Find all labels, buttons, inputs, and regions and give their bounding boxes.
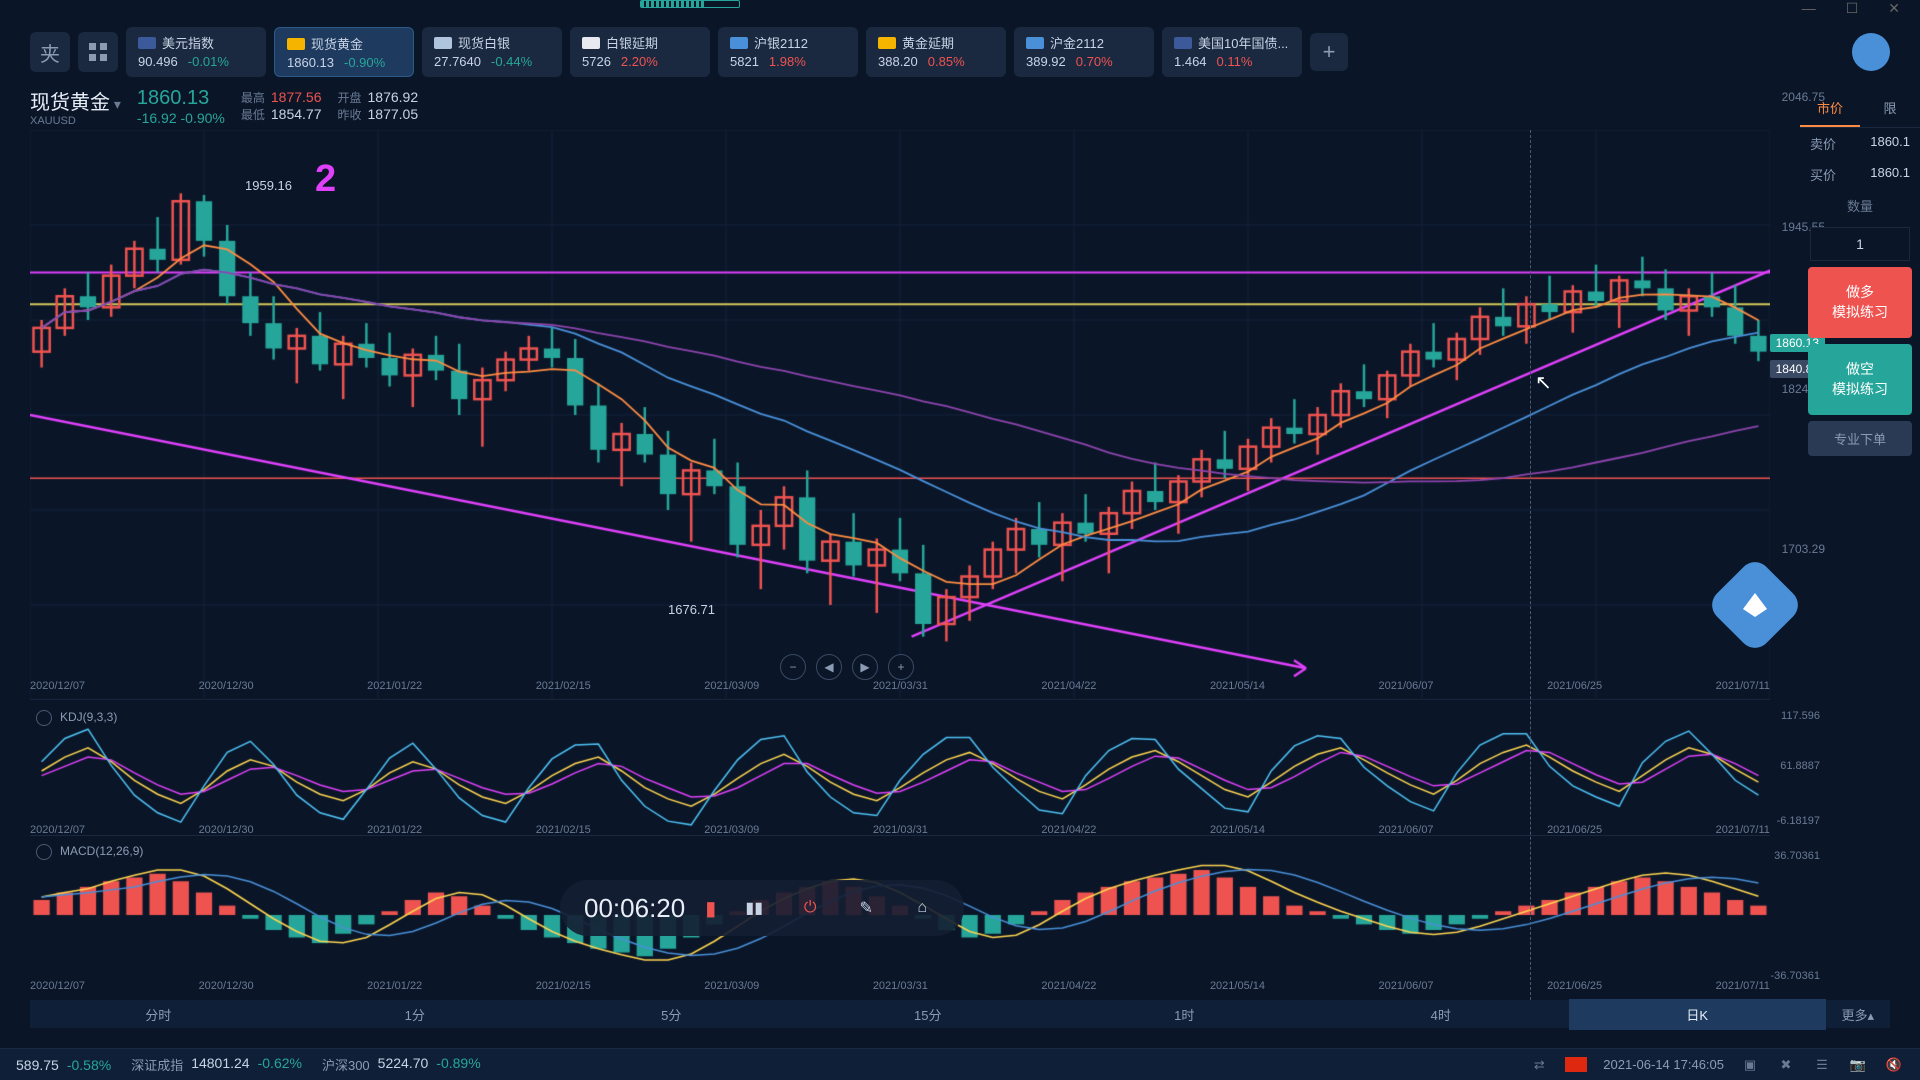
market-tab[interactable]: 市价 bbox=[1800, 90, 1860, 127]
instrument-tab-2[interactable]: 现货白银27.7640-0.44% bbox=[422, 27, 562, 77]
instrument-tab-6[interactable]: 沪金2112389.920.70% bbox=[1014, 27, 1154, 77]
high-value: 1877.56 bbox=[271, 89, 322, 105]
change-pct: -0.90% bbox=[181, 110, 225, 126]
change-abs: -16.92 bbox=[137, 110, 177, 126]
mouse-cursor: ↖ bbox=[1535, 370, 1552, 395]
time-axis-macd: 2020/12/072020/12/302021/01/222021/02/15… bbox=[30, 980, 1770, 1000]
timeframe-分时[interactable]: 分时 bbox=[30, 999, 287, 1030]
sound-icon[interactable]: 🔇 bbox=[1884, 1055, 1904, 1075]
recording-controls: 00:06:20 ▮ ▮▮ ⏻ ✎ ⌂ bbox=[560, 880, 964, 936]
symbol-code: XAUUSD bbox=[30, 115, 121, 127]
kdj-chart[interactable]: KDJ(9,3,3) bbox=[30, 706, 1770, 836]
timeframe-bar: 分时1分5分15分1时4时日K更多▴ bbox=[30, 1000, 1890, 1028]
crosshair-vertical bbox=[1530, 130, 1531, 1000]
instrument-tab-0[interactable]: 美元指数90.496-0.01% bbox=[126, 27, 266, 77]
trade-panel: 市价 限 卖价1860.1 买价1860.1 数量 1 做多模拟练习 做空模拟练… bbox=[1800, 90, 1920, 462]
timeframe-4时[interactable]: 4时 bbox=[1313, 999, 1570, 1030]
pro-order-button[interactable]: 专业下单 bbox=[1808, 421, 1912, 456]
bid-price: 1860.1 bbox=[1870, 165, 1910, 184]
step-fwd-btn[interactable]: ▶ bbox=[852, 654, 878, 680]
instrument-tab-7[interactable]: 美国10年国债...1.4640.11% bbox=[1162, 27, 1302, 77]
peak-label: 1959.16 bbox=[245, 178, 292, 193]
stop-icon[interactable]: ⏻ bbox=[792, 890, 828, 926]
flag-cn-icon bbox=[1565, 1057, 1587, 1072]
kdj-visibility-icon[interactable] bbox=[36, 710, 52, 726]
home-icon[interactable]: ⌂ bbox=[904, 890, 940, 926]
current-price: 1860.13 bbox=[137, 87, 225, 110]
instrument-tab-4[interactable]: 沪银211258211.98% bbox=[718, 27, 858, 77]
minimize-btn[interactable]: — bbox=[1802, 0, 1816, 20]
swap-icon[interactable]: ⇄ bbox=[1529, 1055, 1549, 1075]
time-axis-main: 2020/12/072020/12/302021/01/222021/02/15… bbox=[30, 680, 1770, 700]
user-avatar[interactable] bbox=[1852, 33, 1890, 71]
timeframe-5分[interactable]: 5分 bbox=[543, 999, 800, 1030]
pause-icon[interactable]: ▮▮ bbox=[736, 890, 772, 926]
instrument-tab-1[interactable]: 现货黄金1860.13-0.90% bbox=[274, 27, 414, 77]
sell-short-button[interactable]: 做空模拟练习 bbox=[1808, 344, 1912, 415]
camera-icon[interactable]: 📷 bbox=[1848, 1055, 1868, 1075]
prev-value: 1877.05 bbox=[368, 106, 419, 122]
ask-price: 1860.1 bbox=[1870, 134, 1910, 153]
instrument-tab-5[interactable]: 黄金延期388.200.85% bbox=[866, 27, 1006, 77]
datetime: 2021-06-14 17:46:05 bbox=[1603, 1057, 1724, 1072]
edit-icon[interactable]: ✎ bbox=[848, 890, 884, 926]
symbol-info-bar: 现货黄金 ▾ XAUUSD 1860.13 -16.92 -0.90% 最高18… bbox=[30, 86, 1420, 126]
macd-visibility-icon[interactable] bbox=[36, 844, 52, 860]
recording-time: 00:06:20 bbox=[584, 893, 685, 924]
battery-indicator bbox=[640, 0, 740, 8]
timeframe-更多▴[interactable]: 更多▴ bbox=[1826, 999, 1891, 1030]
instrument-tabs: 夹 美元指数90.496-0.01%现货黄金1860.13-0.90%现货白银2… bbox=[30, 28, 1890, 76]
step-back-btn[interactable]: ◀ bbox=[816, 654, 842, 680]
limit-tab[interactable]: 限 bbox=[1860, 90, 1920, 127]
quantity-input[interactable]: 1 bbox=[1810, 227, 1910, 261]
timeframe-15分[interactable]: 15分 bbox=[800, 999, 1057, 1030]
window-controls: — ☐ ✕ bbox=[1802, 0, 1920, 20]
list-icon[interactable]: ☰ bbox=[1812, 1055, 1832, 1075]
close-btn[interactable]: ✕ bbox=[1888, 0, 1900, 20]
main-chart[interactable] bbox=[30, 130, 1770, 700]
instrument-tab-3[interactable]: 白银延期57262.20% bbox=[570, 27, 710, 77]
maximize-btn[interactable]: ☐ bbox=[1846, 0, 1859, 20]
timeframe-1时[interactable]: 1时 bbox=[1056, 999, 1313, 1030]
kdj-label: KDJ(9,3,3) bbox=[60, 710, 117, 724]
status-bar: 589.75-0.58% 深证成指14801.24-0.62% 沪深300522… bbox=[0, 1048, 1920, 1080]
open-value: 1876.92 bbox=[368, 89, 419, 105]
symbol-name[interactable]: 现货黄金 bbox=[30, 92, 110, 114]
timeframe-1分[interactable]: 1分 bbox=[287, 999, 544, 1030]
grid-layout-icon[interactable] bbox=[78, 32, 118, 72]
buy-long-button[interactable]: 做多模拟练习 bbox=[1808, 267, 1912, 338]
annotation-2: 2 bbox=[315, 158, 336, 201]
zoom-in-btn[interactable]: + bbox=[888, 654, 914, 680]
bottom-label: 1676.71 bbox=[668, 602, 715, 617]
app-menu-icon[interactable]: 夹 bbox=[30, 32, 70, 72]
zoom-out-btn[interactable]: − bbox=[780, 654, 806, 680]
layout-icon[interactable]: ▣ bbox=[1740, 1055, 1760, 1075]
timeframe-日K[interactable]: 日K bbox=[1569, 999, 1826, 1030]
chart-playback-controls: − ◀ ▶ + bbox=[780, 654, 914, 680]
low-value: 1854.77 bbox=[271, 106, 322, 122]
disable-icon[interactable]: ✖ bbox=[1776, 1055, 1796, 1075]
add-tab-button[interactable]: + bbox=[1310, 33, 1348, 71]
macd-label: MACD(12,26,9) bbox=[60, 844, 143, 858]
